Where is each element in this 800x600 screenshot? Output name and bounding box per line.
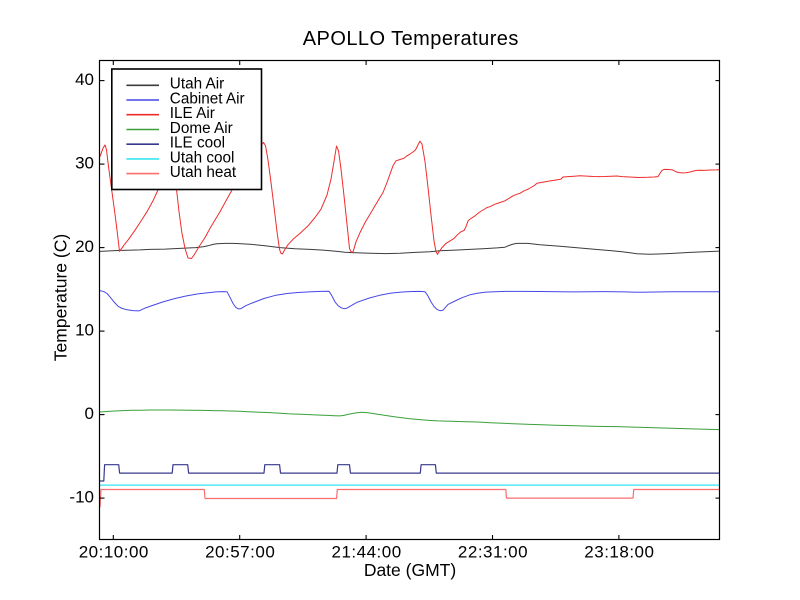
svg-text:21:44:00: 21:44:00: [332, 542, 402, 561]
svg-text:Utah Air: Utah Air: [170, 76, 224, 93]
svg-text:10: 10: [75, 320, 94, 339]
svg-text:Dome Air: Dome Air: [170, 120, 233, 137]
svg-text:20:10:00: 20:10:00: [79, 542, 149, 561]
svg-text:Cabinet Air: Cabinet Air: [170, 90, 245, 107]
svg-text:Utah heat: Utah heat: [170, 164, 237, 181]
svg-text:30: 30: [75, 153, 94, 172]
svg-text:23:18:00: 23:18:00: [584, 542, 654, 561]
svg-text:ILE Air: ILE Air: [170, 105, 215, 122]
svg-text:APOLLO Temperatures: APOLLO Temperatures: [303, 28, 519, 50]
svg-text:Date (GMT): Date (GMT): [364, 560, 456, 580]
svg-text:40: 40: [75, 70, 94, 89]
svg-text:Temperature (C): Temperature (C): [51, 234, 71, 361]
svg-text:22:31:00: 22:31:00: [458, 542, 528, 561]
svg-text:-10: -10: [69, 487, 94, 506]
svg-text:Utah cool: Utah cool: [170, 149, 235, 166]
svg-text:20:57:00: 20:57:00: [205, 542, 275, 561]
svg-text:ILE cool: ILE cool: [170, 135, 225, 152]
svg-text:0: 0: [85, 404, 94, 423]
svg-text:20: 20: [75, 237, 94, 256]
